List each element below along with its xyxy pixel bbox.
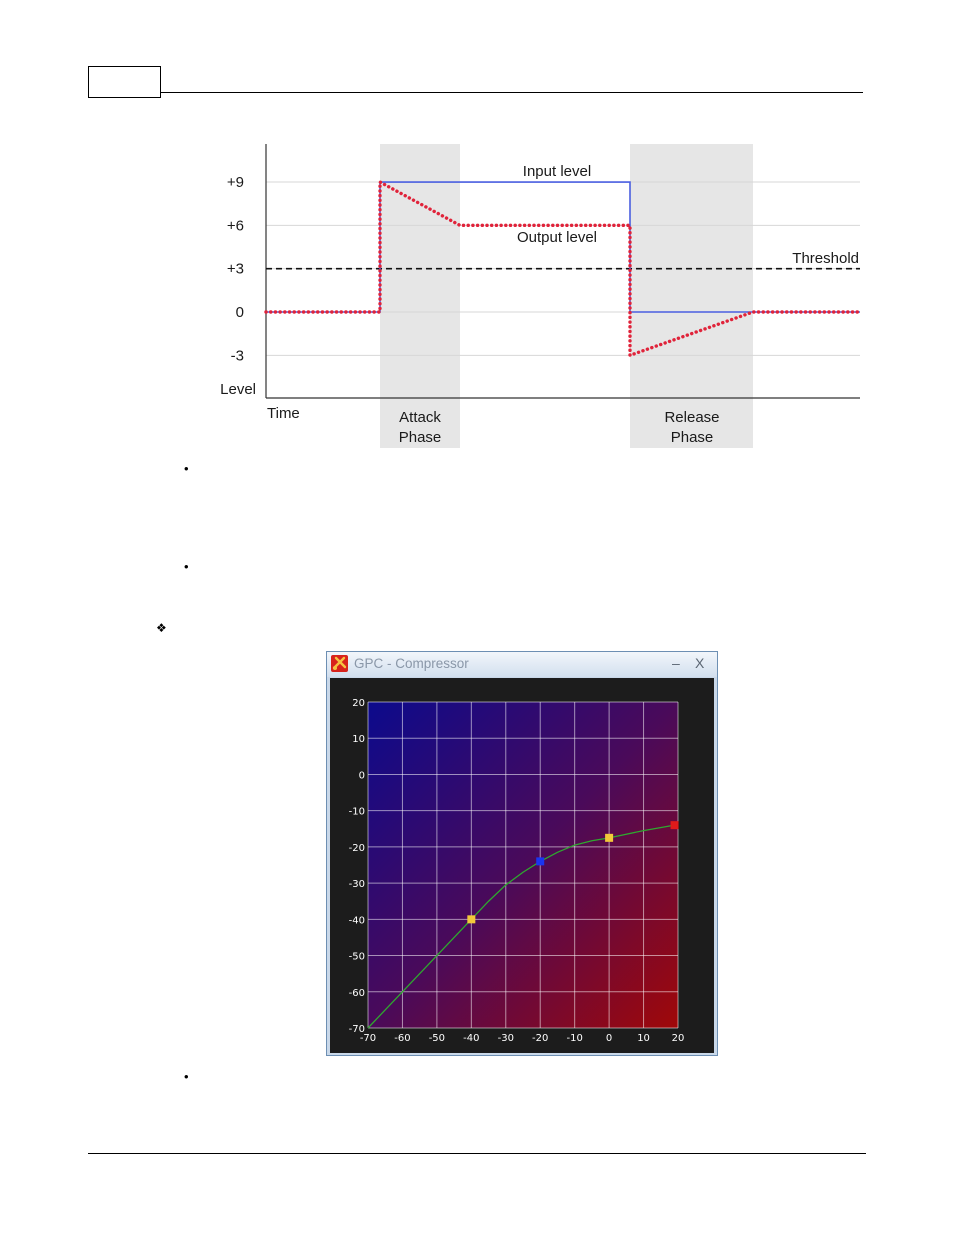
x-tick-label: -50: [429, 1033, 445, 1044]
curve-control-point[interactable]: [467, 915, 476, 924]
window-titlebar[interactable]: GPC - Compressor – X: [327, 652, 717, 677]
attack-phase-band: [380, 144, 460, 448]
level-tick-label: +6: [227, 217, 244, 234]
y-tick-label: -20: [349, 843, 365, 854]
level-tick-label: 0: [236, 304, 244, 321]
curve-gridlines: [367, 701, 679, 1029]
footer-rule: [88, 1153, 866, 1154]
attack-label-line2: Phase: [399, 429, 442, 446]
attack-label-line1: Attack: [399, 409, 441, 426]
y-tick-label: -70: [349, 1024, 365, 1035]
level-tick-label: -3: [231, 347, 244, 364]
input-level-line: [266, 181, 860, 313]
y-tick-label: -40: [349, 915, 365, 926]
curve-control-points[interactable]: [467, 821, 679, 924]
x-tick-label: 0: [606, 1033, 612, 1044]
gpc-app-icon: [331, 655, 348, 672]
y-tick-label: 10: [352, 734, 365, 745]
threshold-label: Threshold: [792, 250, 859, 267]
header-rule: [161, 92, 863, 93]
output-level-label: Output level: [517, 229, 597, 246]
compressor-window: GPC - Compressor – X -70 -60 -50 -40 -30 -20-…: [326, 651, 718, 1056]
y-axis-label: Level: [220, 381, 256, 398]
x-tick-label: 10: [637, 1033, 650, 1044]
release-phase-band: [630, 144, 753, 448]
level-tick-label: +3: [227, 261, 244, 278]
close-button[interactable]: X: [695, 655, 705, 671]
bullet-marker: •: [184, 1069, 189, 1084]
release-label-line1: Release: [664, 409, 719, 426]
y-tick-label: -10: [349, 807, 365, 818]
x-tick-label: -10: [566, 1033, 582, 1044]
y-tick-label: 0: [359, 770, 365, 781]
compressor-client-area: -70 -60 -50 -40 -30 -20 -10 0 10 20 20 10 0 -10 -20 -3…: [330, 678, 714, 1053]
curve-control-point[interactable]: [605, 833, 614, 842]
curve-x-tick-labels: -70 -60 -50 -40 -30 -20 -10 0 10 20: [360, 1033, 685, 1044]
y-tick-label: -30: [349, 879, 365, 890]
minimize-button[interactable]: –: [672, 655, 680, 671]
x-axis-label: Time: [267, 405, 300, 422]
attack-release-diagram: +9 +6 +3 0 -3 Input level Output level Thres…: [220, 144, 862, 448]
compressor-transfer-curve-chart[interactable]: -70 -60 -50 -40 -30 -20 -10 0 10 20 20 10 0 -10 -20 -3…: [330, 678, 714, 1053]
x-tick-label: -70: [360, 1033, 376, 1044]
input-level-label: Input level: [523, 163, 591, 180]
x-tick-label: 20: [672, 1033, 685, 1044]
x-tick-label: -20: [532, 1033, 548, 1044]
level-tick-labels: +9 +6 +3 0 -3: [227, 174, 244, 364]
bullet-marker: •: [184, 559, 189, 574]
curve-control-point[interactable]: [670, 821, 679, 830]
x-tick-label: -40: [463, 1033, 479, 1044]
level-tick-label: +9: [227, 174, 244, 191]
y-tick-label: -50: [349, 952, 365, 963]
x-tick-label: -30: [498, 1033, 514, 1044]
window-title: GPC - Compressor: [354, 656, 469, 671]
bullet-marker: •: [184, 461, 189, 476]
x-tick-label: -60: [394, 1033, 410, 1044]
y-tick-label: 20: [352, 698, 365, 709]
diamond-bullet-icon: ❖: [156, 621, 167, 635]
output-level-line: [264, 179, 862, 358]
release-label-line2: Phase: [671, 429, 714, 446]
header-page-box: [88, 66, 161, 98]
curve-y-tick-labels: 20 10 0 -10 -20 -30 -40 -50 -60 -70: [349, 698, 365, 1035]
curve-control-point[interactable]: [536, 857, 545, 866]
y-tick-label: -60: [349, 988, 365, 999]
